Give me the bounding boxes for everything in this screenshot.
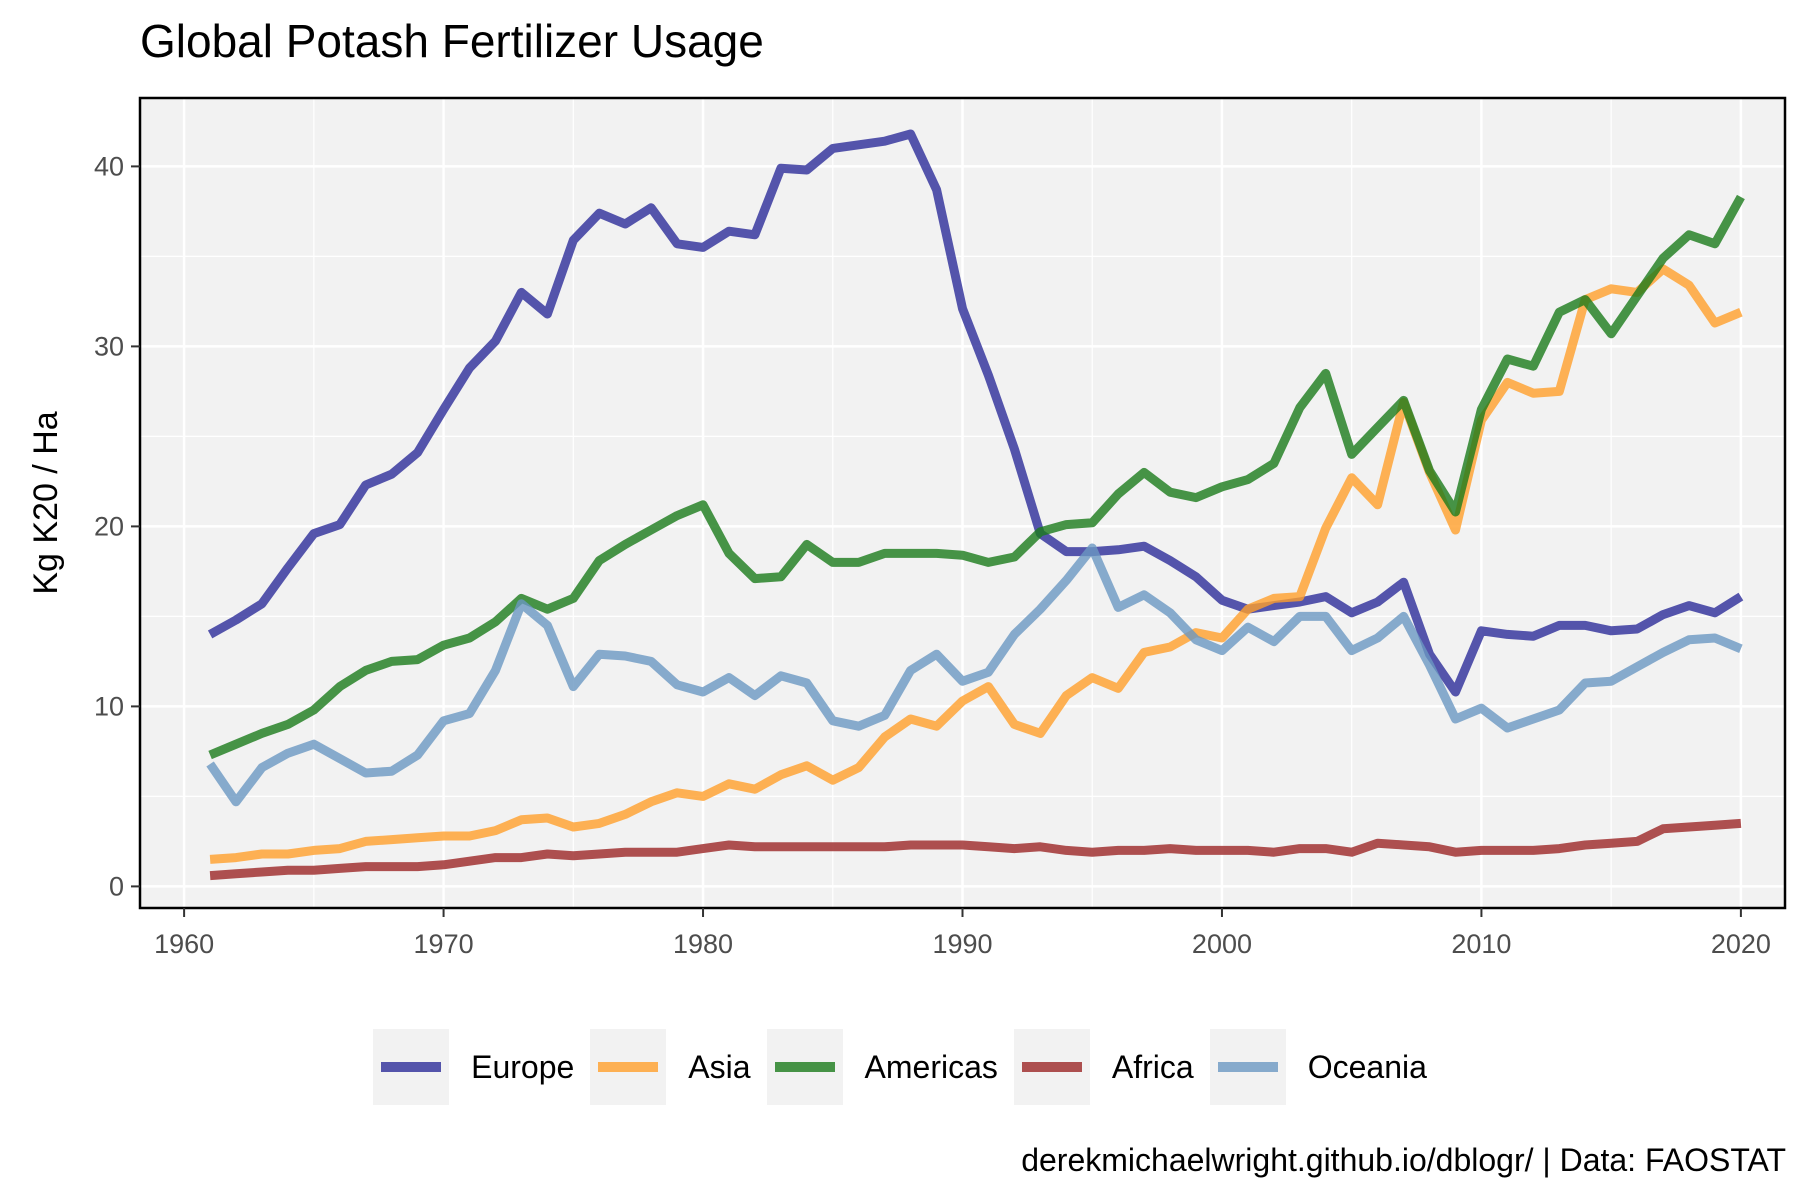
series-line-asia — [209, 264, 1743, 864]
legend-item-africa: Africa — [1013, 1029, 1194, 1105]
legend-label: Europe — [471, 1048, 575, 1085]
legend-key — [590, 1029, 667, 1105]
legend-label: Asia — [688, 1048, 751, 1085]
series-line-africa — [209, 818, 1742, 881]
legend-key — [1013, 1029, 1090, 1105]
legend-item-oceania: Oceania — [1209, 1029, 1427, 1105]
legend-swatch — [381, 1062, 442, 1072]
x-tick-label: 1970 — [414, 929, 474, 959]
legend-label: Americas — [864, 1048, 998, 1085]
legend-swatch — [1217, 1062, 1278, 1072]
series-line-europe — [207, 129, 1744, 697]
x-tick-label: 1980 — [673, 929, 733, 959]
legend-swatch — [1021, 1062, 1082, 1072]
legend-key — [1209, 1029, 1286, 1105]
legend-label: Africa — [1111, 1048, 1194, 1085]
series-line-americas — [208, 194, 1745, 760]
x-tick-label: 1990 — [932, 929, 992, 959]
series-lines — [206, 129, 1745, 881]
chart-title: Global Potash Fertilizer Usage — [140, 15, 764, 67]
y-tick-label: 10 — [94, 691, 124, 721]
legend-swatch — [774, 1062, 835, 1072]
series-line-oceania — [206, 543, 1743, 807]
x-tick-label: 1960 — [154, 929, 214, 959]
axes: 1960 1970 1980 1990 2000 2010 2020 0 10 20 30 40 — [94, 151, 1771, 959]
legend-label: Oceania — [1307, 1048, 1427, 1085]
y-tick-label: 0 — [109, 871, 124, 901]
y-tick-label: 20 — [94, 511, 124, 541]
y-axis-label: Kg K20 / Ha — [27, 411, 65, 594]
legend-key — [766, 1029, 843, 1105]
y-tick-label: 40 — [94, 151, 124, 181]
legend-item-americas: Americas — [766, 1029, 998, 1105]
legend-item-asia: Asia — [590, 1029, 751, 1105]
x-tick-label: 2020 — [1711, 929, 1771, 959]
legend: Europe Asia Americas Africa Oceania — [0, 1029, 1800, 1105]
x-tick-label: 2010 — [1451, 929, 1511, 959]
legend-item-europe: Europe — [373, 1029, 574, 1105]
legend-swatch — [598, 1062, 659, 1072]
caption: derekmichaelwright.github.io/dblogr/ | D… — [1021, 1142, 1786, 1178]
x-tick-label: 2000 — [1192, 929, 1252, 959]
y-tick-label: 30 — [94, 331, 124, 361]
legend-key — [373, 1029, 450, 1105]
